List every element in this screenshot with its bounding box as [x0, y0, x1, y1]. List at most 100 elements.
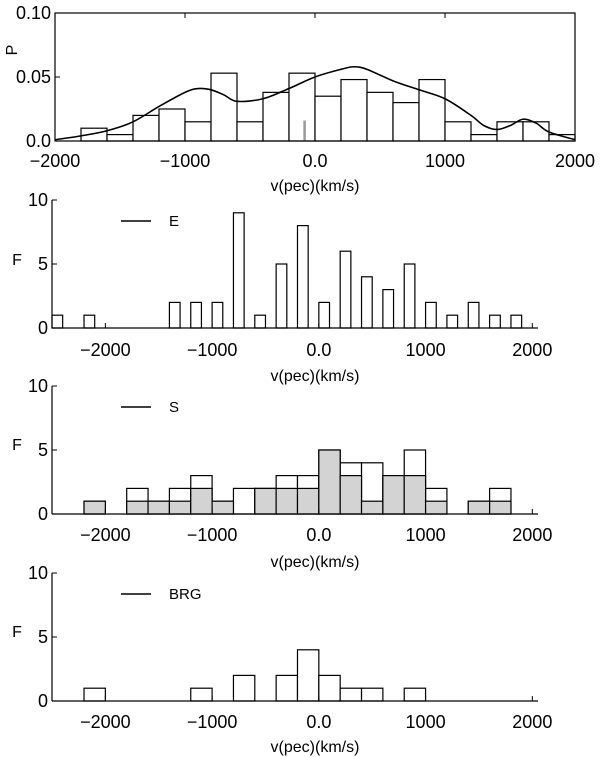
histogram-bar	[403, 263, 416, 329]
histogram-bar	[522, 121, 550, 142]
histogram-bar	[446, 314, 459, 329]
panel-e-histogram: −2000 −1000 0.0 1000 2000 0 5 10 v(pec)(km/s) F E	[12, 190, 552, 385]
histogram-bar	[339, 687, 363, 702]
histogram-bar	[106, 134, 134, 142]
histogram-bar	[190, 687, 213, 702]
histogram-bar	[296, 225, 309, 329]
histogram-bar	[190, 301, 203, 329]
y-tick-label: 10	[28, 376, 48, 396]
bar-shaded	[83, 500, 106, 515]
histogram-bar	[83, 687, 106, 702]
histogram-bar	[382, 289, 395, 329]
histogram-bar	[275, 674, 299, 702]
histogram-bar	[318, 301, 331, 329]
histogram-bar	[424, 301, 437, 329]
bar-shaded	[339, 475, 363, 515]
histogram-bar	[168, 301, 181, 329]
bar-shaded	[190, 487, 213, 515]
x-tick-label: 2000	[512, 525, 552, 545]
x-tick-label: −2000	[80, 525, 131, 545]
histogram-bar	[360, 687, 384, 702]
histogram-bar	[158, 108, 186, 142]
histogram-bar	[366, 91, 394, 142]
x-tick-label: −2000	[30, 151, 81, 171]
bar-shaded	[382, 475, 405, 515]
histogram-bar	[314, 95, 342, 142]
bar-shaded	[254, 487, 277, 515]
legend-label: BRG	[169, 586, 202, 603]
histogram-bar	[236, 121, 264, 142]
bar-shaded	[403, 475, 427, 515]
x-tick-label: 1000	[406, 340, 446, 360]
bar-shaded	[296, 487, 320, 515]
x-tick-label: 0.0	[302, 151, 327, 171]
panel-top-probability: −2000 −1000 0.0 1000 2000 0.0 0.05 0.10 v(pec)(k…	[4, 3, 595, 195]
x-tick-label: 1000	[425, 151, 465, 171]
y-axis-label: F	[12, 437, 22, 454]
y-tick-label: 10	[28, 563, 48, 583]
histogram-bar	[232, 212, 245, 329]
y-tick-label: 0.0	[26, 131, 51, 151]
histogram-bar	[496, 121, 524, 142]
x-tick-label: −2000	[80, 712, 131, 732]
histogram-bar	[340, 78, 368, 142]
histogram-bar	[470, 134, 498, 142]
histogram-bar	[444, 121, 472, 142]
x-tick-label: 2000	[555, 151, 595, 171]
bar-shaded	[318, 449, 341, 515]
x-tick-label: 2000	[512, 340, 552, 360]
x-tick-label: 0.0	[306, 712, 331, 732]
x-tick-label: 2000	[512, 712, 552, 732]
histogram-bar	[418, 78, 446, 142]
histogram-bar	[510, 314, 523, 329]
bar-shaded	[147, 500, 171, 515]
bar-shaded	[489, 500, 512, 515]
x-tick-label: −1000	[187, 525, 238, 545]
x-axis-label: v(pec)(km/s)	[271, 368, 360, 385]
legend-label: S	[169, 399, 179, 416]
y-axis-label: F	[12, 624, 22, 641]
bar-shaded	[126, 500, 149, 515]
histogram-bar	[210, 72, 238, 142]
histogram-bar	[318, 674, 341, 702]
x-tick-label: −1000	[187, 712, 238, 732]
histogram-bar	[51, 314, 64, 329]
histogram-bar	[262, 91, 290, 142]
x-tick-label: −2000	[80, 340, 131, 360]
x-tick-label: −1000	[160, 151, 211, 171]
y-tick-label: 10	[28, 190, 48, 210]
y-axis-label: P	[4, 45, 21, 56]
histogram-bar	[339, 250, 352, 329]
y-axis-label: F	[12, 252, 22, 269]
bar-shaded	[168, 500, 192, 515]
histogram-bar	[403, 687, 427, 702]
x-tick-label: 1000	[406, 525, 446, 545]
density-curve	[54, 65, 576, 141]
x-tick-label: −1000	[187, 340, 238, 360]
y-tick-label: 0	[38, 318, 48, 338]
panel-s-histogram: −2000 −1000 0.0 1000 2000 0 5 10 v(pec)(km/s) F S	[12, 376, 552, 571]
histogram-bar	[360, 276, 373, 329]
histogram-bar	[232, 674, 256, 702]
x-tick-label: 1000	[406, 712, 446, 732]
y-tick-label: 5	[38, 627, 48, 647]
panel-brg-histogram: −2000 −1000 0.0 1000 2000 0 5 10 v(pec)(km/s) F BR…	[12, 563, 552, 756]
y-tick-label: 5	[38, 254, 48, 274]
histogram-bar	[489, 314, 501, 329]
y-tick-label: 0	[38, 504, 48, 524]
x-axis-label: v(pec)(km/s)	[271, 178, 360, 195]
histogram-bar	[275, 263, 288, 329]
y-tick-label: 0.10	[16, 3, 51, 23]
bar-shaded	[275, 487, 299, 515]
x-tick-label: 0.0	[306, 525, 331, 545]
histogram-bar	[392, 101, 420, 142]
histogram-bar	[83, 314, 96, 329]
bar-shaded	[467, 500, 491, 515]
histogram-bar	[467, 301, 480, 329]
x-axis-label: v(pec)(km/s)	[271, 554, 360, 571]
histogram-bar	[288, 72, 316, 142]
x-tick-label: 0.0	[306, 340, 331, 360]
histogram-bar	[184, 121, 212, 142]
bar-shaded	[424, 500, 448, 515]
